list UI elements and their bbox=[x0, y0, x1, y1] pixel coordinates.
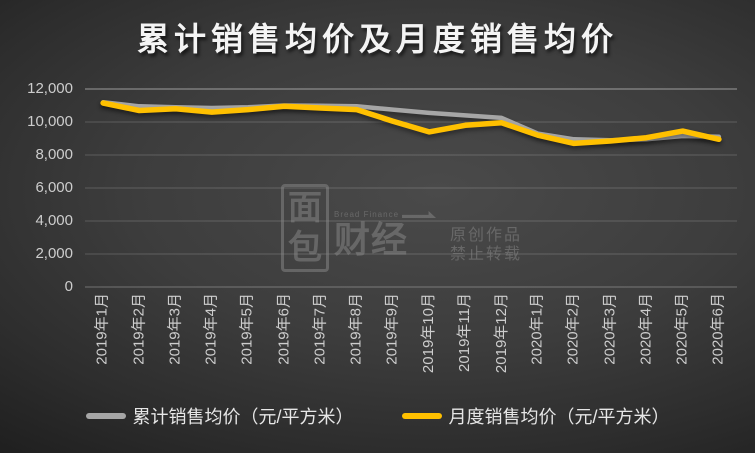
legend-item-monthly: 月度销售均价（元/平方米） bbox=[401, 403, 670, 429]
watermark-notice-line1: 原创作品 bbox=[450, 227, 523, 244]
x-axis-label: 2020年4月 bbox=[637, 293, 655, 365]
watermark-brand-cn: 财经 bbox=[334, 219, 409, 260]
x-axis-label: 2020年5月 bbox=[673, 293, 691, 365]
series-line-monthly bbox=[100, 100, 722, 147]
x-axis-label: 2019年9月 bbox=[383, 293, 401, 365]
x-axis-label: 2020年2月 bbox=[565, 293, 582, 365]
y-axis-tick-label: 0 bbox=[64, 278, 73, 295]
watermark-logo: 面 包 bbox=[281, 184, 329, 272]
watermark-flag-icon bbox=[402, 211, 437, 218]
watermark-notice-line2: 禁止转载 bbox=[450, 246, 523, 263]
legend-swatch-cumulative bbox=[85, 413, 126, 419]
x-axis-label: 2019年10月 bbox=[420, 293, 438, 374]
x-axis-label: 2020年6月 bbox=[709, 293, 727, 365]
x-axis-label: 2019年11月 bbox=[456, 293, 474, 372]
legend-label-monthly: 月度销售均价（元/平方米） bbox=[448, 407, 670, 427]
y-axis-tick-label: 2,000 bbox=[35, 245, 73, 262]
x-axis-label: 2019年12月 bbox=[492, 293, 510, 374]
y-axis-tick-label: 6,000 bbox=[35, 179, 73, 196]
x-axis-label: 2020年3月 bbox=[601, 293, 619, 365]
x-axis-label: 2019年2月 bbox=[130, 293, 148, 365]
watermark-brand-en-text: Bread Finance bbox=[334, 210, 400, 219]
x-axis-label: 2019年7月 bbox=[311, 293, 329, 365]
legend-label-cumulative: 累计销售均价（元/平方米） bbox=[132, 407, 354, 427]
x-axis-label: 2019年1月 bbox=[94, 293, 112, 365]
x-axis-label: 2019年3月 bbox=[166, 293, 184, 365]
y-axis-tick-label: 4,000 bbox=[35, 212, 73, 229]
watermark-brand-en: Bread Finance bbox=[334, 210, 437, 219]
watermark-logo-char-top: 面 bbox=[288, 189, 322, 227]
watermark-logo-char-bottom: 包 bbox=[288, 229, 322, 267]
chart-title: 累计销售均价及月度销售均价 bbox=[136, 21, 618, 57]
x-axis-label: 2019年6月 bbox=[275, 293, 293, 365]
legend-item-cumulative: 累计销售均价（元/平方米） bbox=[85, 403, 354, 429]
x-axis-label: 2019年5月 bbox=[239, 293, 256, 365]
legend: 累计销售均价（元/平方米） 月度销售均价（元/平方米） bbox=[0, 403, 755, 429]
x-axis-label: 2019年8月 bbox=[347, 293, 365, 365]
y-axis-tick-label: 10,000 bbox=[27, 113, 73, 130]
legend-swatch-monthly bbox=[401, 413, 442, 419]
watermark-notice: 原创作品 禁止转载 bbox=[450, 184, 522, 272]
y-axis-tick-label: 8,000 bbox=[35, 146, 73, 163]
x-axis-label: 2019年4月 bbox=[202, 293, 220, 365]
x-axis-label: 2020年1月 bbox=[528, 293, 546, 365]
watermark-brand: Bread Finance 财经 bbox=[334, 184, 437, 272]
y-axis-tick-label: 12,000 bbox=[27, 80, 73, 97]
watermark: 面 包 Bread Finance 财经 原创作品 禁止转载 bbox=[281, 184, 522, 272]
